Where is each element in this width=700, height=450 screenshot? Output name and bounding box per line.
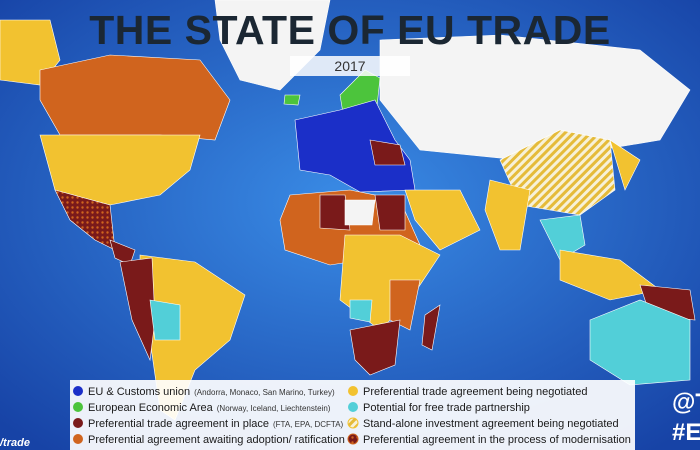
title: THE STATE OF EU TRADE <box>89 7 610 53</box>
legend-marker <box>348 402 358 412</box>
legend-marker <box>347 433 359 445</box>
legend-text: Potential for free trade partnership <box>363 402 530 414</box>
legend-note: (FTA, EPA, DCFTA) <box>273 420 344 429</box>
corner-right-bottom: #E <box>672 419 700 446</box>
legend-label: Preferential trade agreement in place (FT… <box>88 418 344 430</box>
legend-marker <box>347 417 359 429</box>
legend-note: (Norway, Iceland, Liechtenstein) <box>217 404 331 413</box>
legend: EU & Customs union (Andorra, Monaco, San … <box>73 386 631 446</box>
legend-note: (Andorra, Monaco, San Marino, Turkey) <box>194 388 335 397</box>
legend-text: Stand-alone investment agreement being n… <box>363 418 619 430</box>
legend-label: Preferential agreement awaiting adoption… <box>88 434 345 446</box>
legend-marker <box>73 386 83 396</box>
year: 2017 <box>334 58 365 74</box>
legend-text: Preferential agreement in the process of… <box>363 434 631 446</box>
legend-text: Preferential trade agreement being negot… <box>363 386 587 398</box>
legend-label: Stand-alone investment agreement being n… <box>363 418 619 430</box>
land <box>0 0 696 421</box>
legend-marker <box>73 418 83 428</box>
legend-marker <box>73 402 83 412</box>
legend-text: European Economic Area <box>88 402 214 414</box>
corner-left: /trade <box>0 437 30 449</box>
legend-marker <box>348 386 358 396</box>
year-box <box>290 56 410 76</box>
legend-label: Preferential trade agreement being negot… <box>363 386 587 398</box>
legend-label: European Economic Area (Norway, Iceland, … <box>88 402 331 414</box>
legend-label: Preferential agreement in the process of… <box>363 434 631 446</box>
legend-text: Preferential trade agreement in place <box>88 418 269 430</box>
legend-text: Preferential agreement awaiting adoption… <box>88 434 345 446</box>
legend-label: Potential for free trade partnership <box>363 402 530 414</box>
legend-text: EU & Customs union <box>88 386 190 398</box>
legend-marker <box>73 434 83 444</box>
legend-label: EU & Customs union (Andorra, Monaco, San … <box>88 386 335 398</box>
corner-right-top: @T <box>672 389 700 416</box>
